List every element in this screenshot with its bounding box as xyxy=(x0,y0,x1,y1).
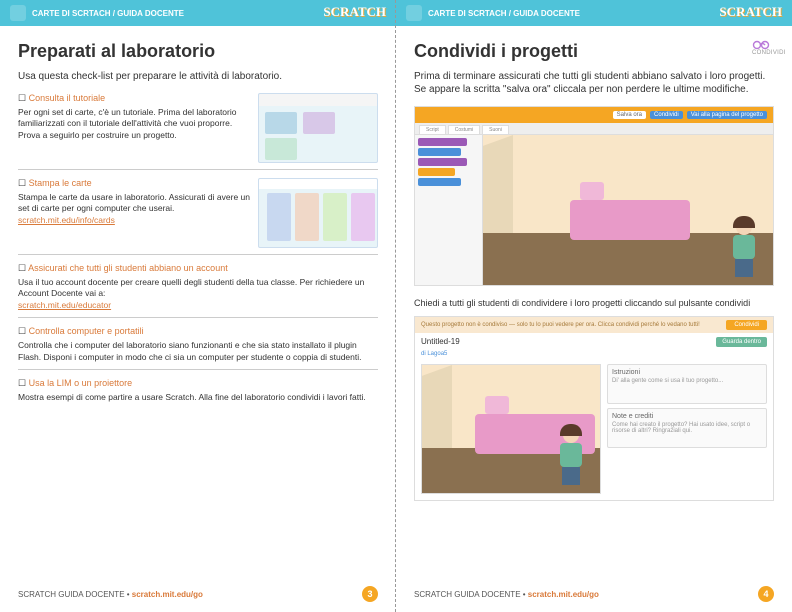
breadcrumb: CARTE DI SCRTACH / GUIDA DOCENTE xyxy=(32,9,184,18)
check-title: Stampa le carte xyxy=(18,178,250,189)
share-confirm-button[interactable]: Condividi xyxy=(726,320,767,330)
check-title: Controlla computer e portatili xyxy=(18,326,378,337)
check-body: Usa il tuo account docente per creare qu… xyxy=(18,277,378,311)
header-bar: CARTE DI SCRTACH / GUIDA DOCENTE SCRATCH xyxy=(0,0,396,26)
share-icon: CONDIVIDI xyxy=(752,40,774,54)
check-item: Assicurati che tutti gli studenti abbian… xyxy=(18,263,378,318)
page-right: CARTE DI SCRTACH / GUIDA DOCENTE SCRATCH… xyxy=(396,0,792,612)
page-left: CARTE DI SCRTACH / GUIDA DOCENTE SCRATCH… xyxy=(0,0,396,612)
header-icon xyxy=(10,5,26,21)
share-notice: Questo progetto non è condiviso — solo t… xyxy=(421,322,700,328)
page-subtitle: Usa questa check-list per preparare le a… xyxy=(18,70,378,83)
tab-scripts[interactable]: Script xyxy=(419,125,446,134)
check-item: Usa la LIM o un proiettore Mostra esempi… xyxy=(18,378,378,409)
check-title: Usa la LIM o un proiettore xyxy=(18,378,378,389)
caption-text: Chiedi a tutti gli studenti di condivide… xyxy=(414,298,774,310)
see-inside-button[interactable]: Guarda dentro xyxy=(716,337,767,347)
cards-thumbnail xyxy=(258,178,378,248)
check-title: Consulta il tutoriale xyxy=(18,93,250,104)
check-body: Stampa le carte da usare in laboratorio.… xyxy=(18,192,250,226)
share-button[interactable]: Condividi xyxy=(650,111,683,119)
page-number: 4 xyxy=(758,586,774,602)
check-item: Stampa le carte Stampa le carte da usare… xyxy=(18,178,378,255)
project-author[interactable]: Lagoa5 xyxy=(427,351,447,357)
project-stage xyxy=(421,364,601,494)
check-item: Consulta il tutoriale Per ogni set di ca… xyxy=(18,93,378,170)
scratch-logo: SCRATCH xyxy=(323,4,386,20)
check-body: Mostra esempi di come partire a usare Sc… xyxy=(18,392,378,403)
save-now-button[interactable]: Salva ora xyxy=(613,111,646,119)
project-page-screenshot: Questo progetto non è condiviso — solo t… xyxy=(414,316,774,501)
header-bar: CARTE DI SCRTACH / GUIDA DOCENTE SCRATCH xyxy=(396,0,792,26)
project-page-button[interactable]: Vai alla pagina del progetto xyxy=(687,111,767,119)
project-title: Untitled-19 xyxy=(421,337,460,346)
page-title: Preparati al laboratorio xyxy=(18,41,378,62)
check-item: Controlla computer e portatili Controlla… xyxy=(18,326,378,370)
stage-area xyxy=(483,135,773,285)
cards-link[interactable]: scratch.mit.edu/info/cards xyxy=(18,215,115,225)
notes-box: Note e crediti Come hai creato il proget… xyxy=(607,408,767,448)
breadcrumb: CARTE DI SCRTACH / GUIDA DOCENTE xyxy=(428,9,580,18)
footer-link[interactable]: scratch.mit.edu/go xyxy=(132,590,203,599)
scratch-logo: SCRATCH xyxy=(719,4,782,20)
footer: SCRATCH GUIDA DOCENTE • scratch.mit.edu/… xyxy=(414,586,774,602)
footer: SCRATCH GUIDA DOCENTE • scratch.mit.edu/… xyxy=(18,586,378,602)
tab-costumes[interactable]: Costumi xyxy=(448,125,480,134)
scripts-palette xyxy=(415,135,483,285)
check-title: Assicurati che tutti gli studenti abbian… xyxy=(18,263,378,274)
footer-link[interactable]: scratch.mit.edu/go xyxy=(528,590,599,599)
check-body: Per ogni set di carte, c'è un tutoriale.… xyxy=(18,107,250,141)
page-number: 3 xyxy=(362,586,378,602)
intro-text: Prima di terminare assicurati che tutti … xyxy=(414,70,774,96)
header-icon xyxy=(406,5,422,21)
footer-prefix: SCRATCH GUIDA DOCENTE • xyxy=(18,590,132,599)
instructions-box: Istruzioni Di' alla gente come si usa il… xyxy=(607,364,767,404)
check-body: Controlla che i computer del laboratorio… xyxy=(18,340,378,363)
footer-prefix: SCRATCH GUIDA DOCENTE • xyxy=(414,590,528,599)
tab-sounds[interactable]: Suoni xyxy=(482,125,509,134)
share-icon-label: CONDIVIDI xyxy=(752,50,774,56)
editor-screenshot: Salva ora Condividi Vai alla pagina del … xyxy=(414,106,774,286)
page-title: Condividi i progetti xyxy=(414,41,774,62)
educator-link[interactable]: scratch.mit.edu/educator xyxy=(18,300,111,310)
tutorial-thumbnail xyxy=(258,93,378,163)
